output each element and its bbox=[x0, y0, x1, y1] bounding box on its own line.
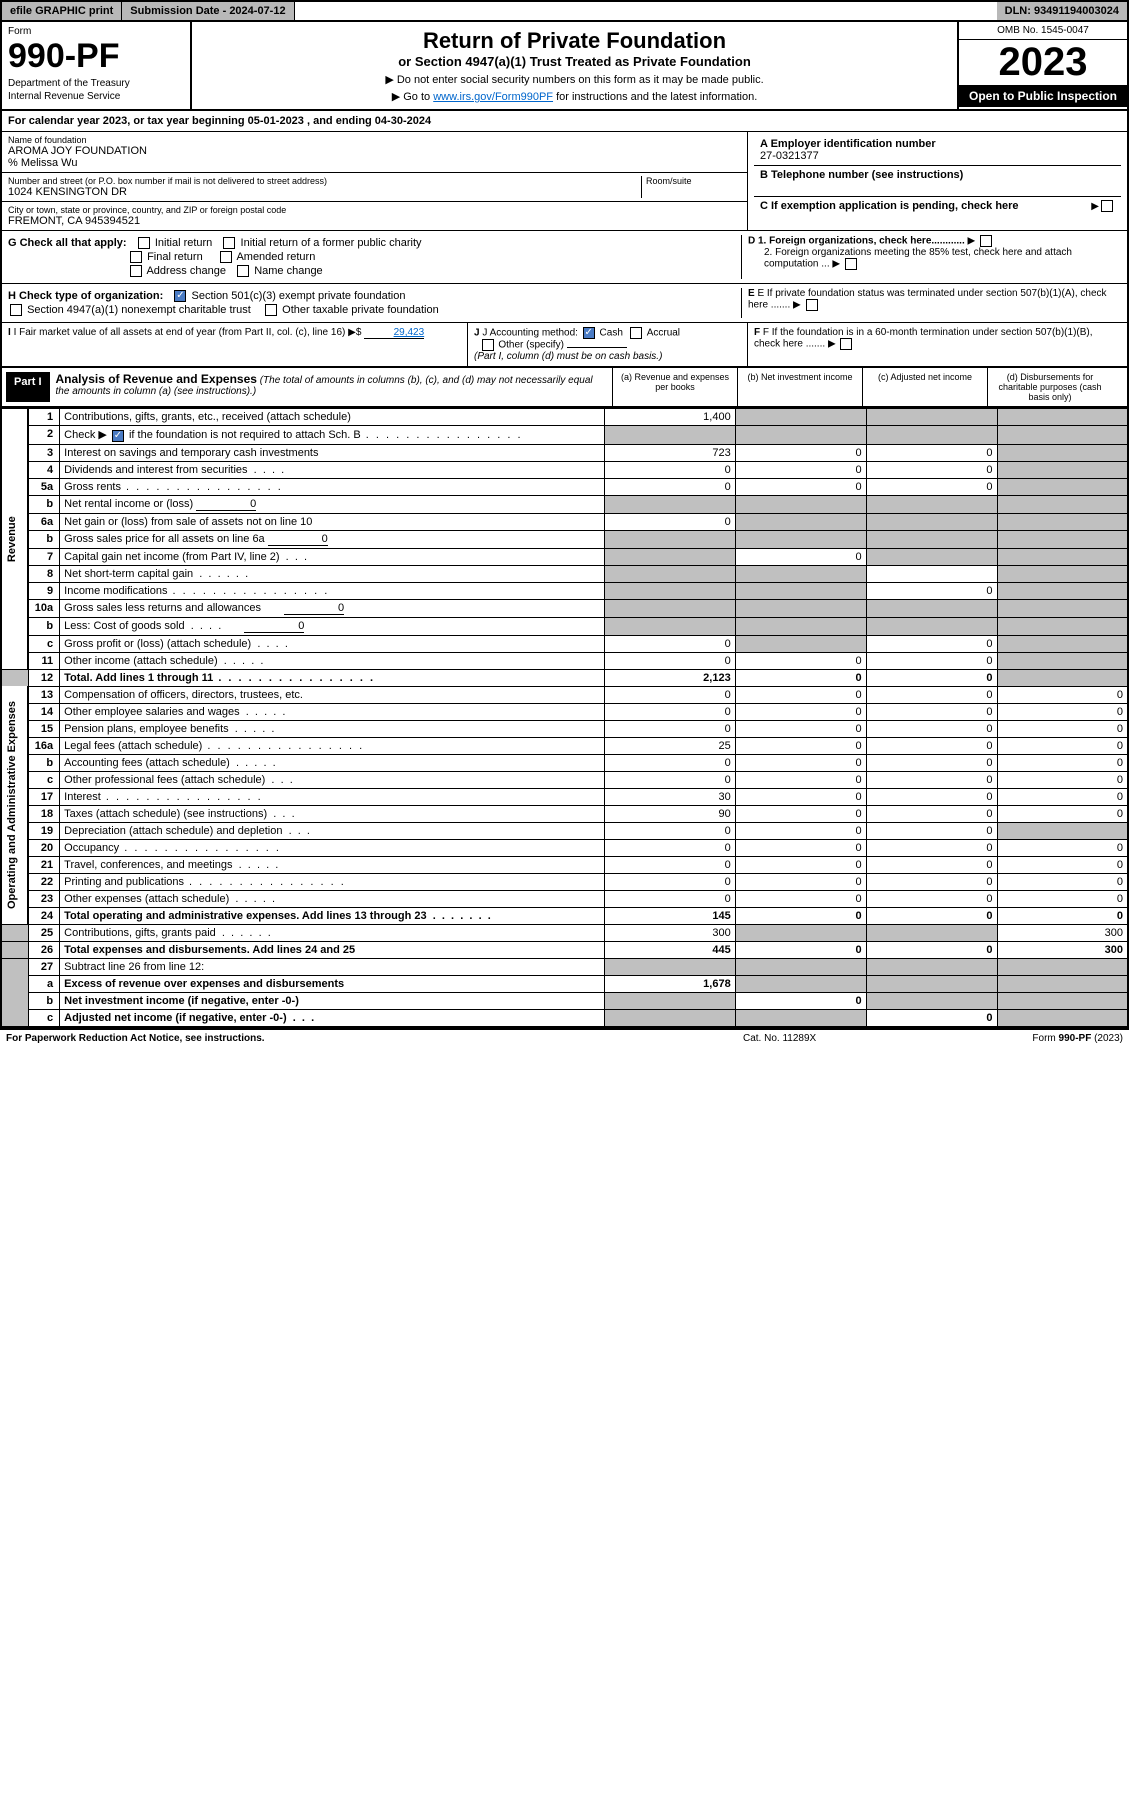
c-label: C If exemption application is pending, c… bbox=[760, 200, 1091, 212]
side-revenue: Revenue bbox=[1, 409, 28, 669]
j-note: (Part I, column (d) must be on cash basi… bbox=[474, 351, 662, 362]
tax-year: 2023 bbox=[959, 40, 1127, 85]
i-label: I Fair market value of all assets at end… bbox=[14, 327, 346, 338]
cb-final-return[interactable] bbox=[130, 251, 142, 263]
header-left: Form 990-PF Department of the Treasury I… bbox=[2, 22, 192, 109]
efile-label[interactable]: efile GRAPHIC print bbox=[2, 2, 122, 20]
cb-other-method[interactable] bbox=[482, 339, 494, 351]
dln: DLN: 93491194003024 bbox=[997, 2, 1127, 20]
foundation-name: AROMA JOY FOUNDATION bbox=[8, 145, 741, 157]
col-b-header: (b) Net investment income bbox=[737, 368, 862, 406]
form-ref: Form 990-PF (2023) bbox=[943, 1033, 1123, 1044]
form-label: Form bbox=[8, 26, 184, 37]
cb-4947[interactable] bbox=[10, 304, 22, 316]
paperwork-notice: For Paperwork Reduction Act Notice, see … bbox=[6, 1033, 743, 1044]
cb-501c3[interactable] bbox=[174, 290, 186, 302]
instr-2: ▶ Go to www.irs.gov/Form990PF for instru… bbox=[198, 90, 951, 103]
ein-label: A Employer identification number bbox=[760, 138, 1115, 150]
page-footer: For Paperwork Reduction Act Notice, see … bbox=[0, 1028, 1129, 1047]
header-right: OMB No. 1545-0047 2023 Open to Public In… bbox=[957, 22, 1127, 109]
col-a-header: (a) Revenue and expenses per books bbox=[612, 368, 737, 406]
cb-address-change[interactable] bbox=[130, 265, 142, 277]
c-checkbox[interactable] bbox=[1101, 200, 1113, 212]
col-d-header: (d) Disbursements for charitable purpose… bbox=[987, 368, 1112, 406]
phone-label: B Telephone number (see instructions) bbox=[760, 169, 1115, 181]
city-label: City or town, state or province, country… bbox=[8, 205, 741, 215]
j-label: J Accounting method: bbox=[482, 328, 578, 339]
top-bar: efile GRAPHIC print Submission Date - 20… bbox=[0, 0, 1129, 22]
submission-date: Submission Date - 2024-07-12 bbox=[122, 2, 294, 20]
part1-label: Part I bbox=[6, 372, 50, 402]
col-c-header: (c) Adjusted net income bbox=[862, 368, 987, 406]
cb-accrual[interactable] bbox=[630, 327, 642, 339]
f-label: F If the foundation is in a 60-month ter… bbox=[754, 327, 1093, 350]
g-label: G Check all that apply: bbox=[8, 237, 127, 249]
form-header: Form 990-PF Department of the Treasury I… bbox=[0, 22, 1129, 111]
open-public: Open to Public Inspection bbox=[959, 85, 1127, 107]
cb-other-taxable[interactable] bbox=[265, 304, 277, 316]
cb-amended[interactable] bbox=[220, 251, 232, 263]
omb-number: OMB No. 1545-0047 bbox=[959, 22, 1127, 40]
side-expenses: Operating and Administrative Expenses bbox=[1, 686, 28, 924]
spacer bbox=[295, 2, 997, 20]
calendar-year: For calendar year 2023, or tax year begi… bbox=[0, 111, 1129, 132]
irs: Internal Revenue Service bbox=[8, 91, 184, 102]
main-table: Revenue 1Contributions, gifts, grants, e… bbox=[0, 408, 1129, 1027]
section-h: H Check type of organization: Section 50… bbox=[0, 284, 1129, 323]
h-label: H Check type of organization: bbox=[8, 290, 163, 302]
dept-treasury: Department of the Treasury bbox=[8, 78, 184, 89]
part1-title: Analysis of Revenue and Expenses bbox=[56, 372, 257, 386]
i-value[interactable]: 29,423 bbox=[364, 327, 424, 339]
form-link[interactable]: www.irs.gov/Form990PF bbox=[433, 91, 553, 103]
form-subtitle: or Section 4947(a)(1) Trust Treated as P… bbox=[198, 54, 951, 69]
city-state-zip: FREMONT, CA 945394521 bbox=[8, 215, 741, 227]
cb-f[interactable] bbox=[840, 338, 852, 350]
cb-initial-former[interactable] bbox=[223, 237, 235, 249]
e-label: E If private foundation status was termi… bbox=[748, 288, 1107, 311]
ein: 27-0321377 bbox=[760, 150, 1115, 162]
cb-d1[interactable] bbox=[980, 235, 992, 247]
cat-no: Cat. No. 11289X bbox=[743, 1033, 943, 1044]
header-center: Return of Private Foundation or Section … bbox=[192, 22, 957, 109]
section-ij: I I Fair market value of all assets at e… bbox=[0, 323, 1129, 368]
d2-label: 2. Foreign organizations meeting the 85%… bbox=[764, 247, 1072, 270]
room-label: Room/suite bbox=[646, 176, 741, 186]
cb-sch-b[interactable] bbox=[112, 430, 124, 442]
name-label: Name of foundation bbox=[8, 135, 741, 145]
cb-e[interactable] bbox=[806, 299, 818, 311]
cb-initial-return[interactable] bbox=[138, 237, 150, 249]
part1-header: Part I Analysis of Revenue and Expenses … bbox=[0, 368, 1129, 408]
foundation-info: Name of foundation AROMA JOY FOUNDATION … bbox=[0, 132, 1129, 231]
cb-d2[interactable] bbox=[845, 258, 857, 270]
addr-label: Number and street (or P.O. box number if… bbox=[8, 176, 641, 186]
cb-cash[interactable] bbox=[583, 327, 595, 339]
section-g: G Check all that apply: Initial return I… bbox=[0, 231, 1129, 284]
street-address: 1024 KENSINGTON DR bbox=[8, 186, 641, 198]
care-of: % Melissa Wu bbox=[8, 157, 741, 169]
form-number: 990-PF bbox=[8, 37, 184, 76]
instr-1: ▶ Do not enter social security numbers o… bbox=[198, 73, 951, 86]
d1-label: D 1. Foreign organizations, check here..… bbox=[748, 236, 965, 247]
cb-name-change[interactable] bbox=[237, 265, 249, 277]
form-title: Return of Private Foundation bbox=[198, 28, 951, 54]
